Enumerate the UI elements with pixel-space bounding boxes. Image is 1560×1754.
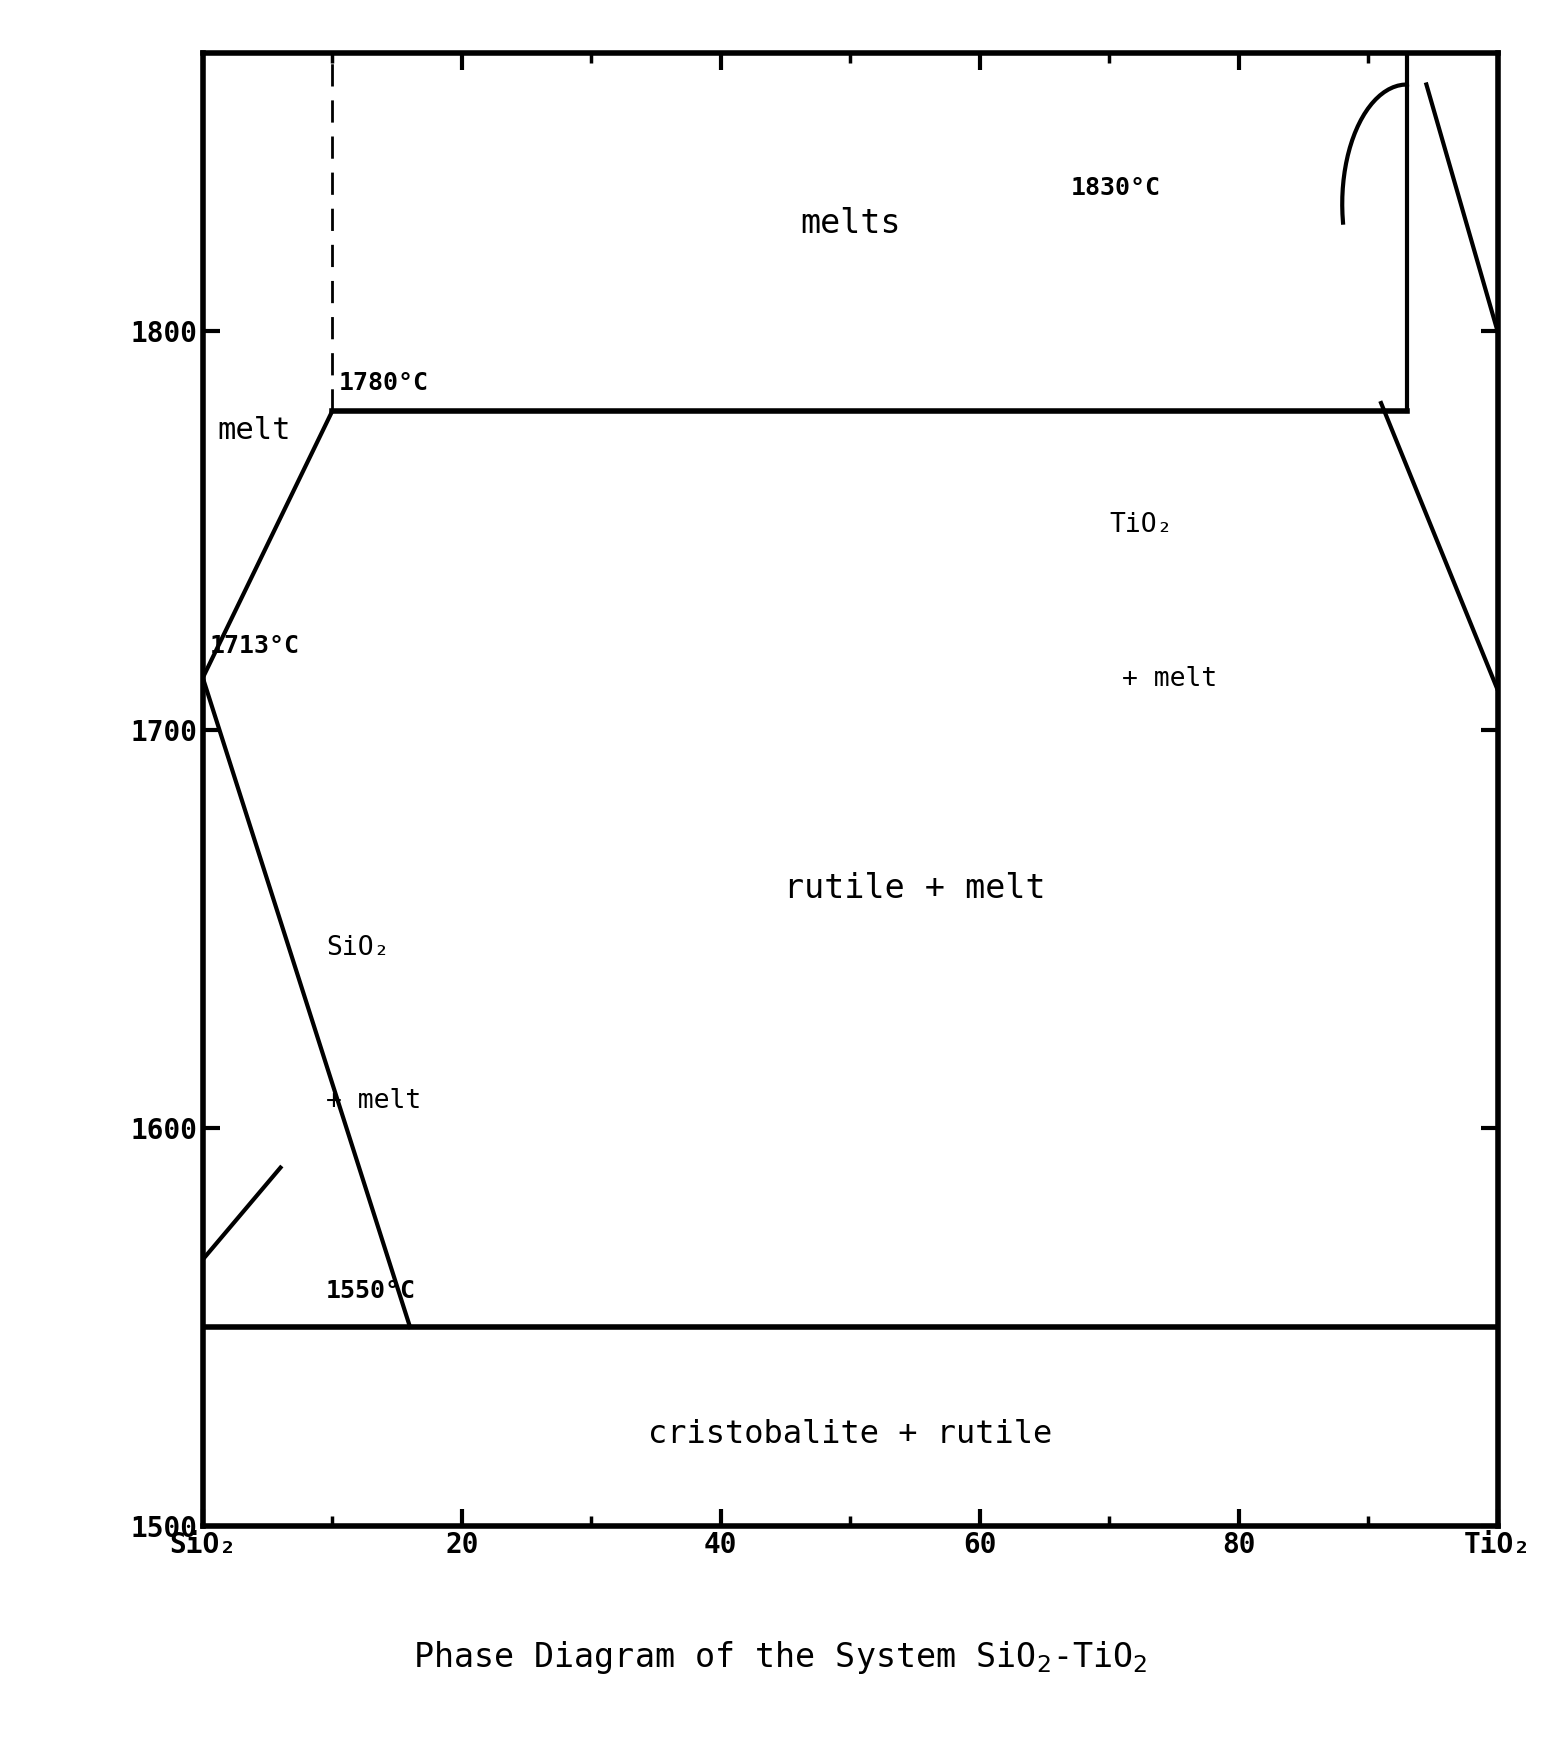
Text: 1830°C: 1830°C [1070, 175, 1161, 200]
Text: cristobalite + rutile: cristobalite + rutile [647, 1419, 1053, 1451]
Text: Phase Diagram of the System SiO$_2$-TiO$_2$: Phase Diagram of the System SiO$_2$-TiO$… [413, 1638, 1147, 1677]
Text: + melt: + melt [1122, 667, 1217, 691]
Text: melts: melts [800, 207, 900, 240]
Text: 1550°C: 1550°C [326, 1279, 417, 1303]
Text: 1713°C: 1713°C [209, 633, 300, 658]
Text: TiO₂: TiO₂ [1109, 512, 1173, 538]
Text: 1780°C: 1780°C [339, 372, 429, 395]
Text: SiO₂: SiO₂ [326, 935, 390, 961]
Text: melt: melt [218, 416, 292, 446]
Text: + melt: + melt [326, 1087, 421, 1114]
Text: rutile + melt: rutile + melt [785, 872, 1045, 905]
